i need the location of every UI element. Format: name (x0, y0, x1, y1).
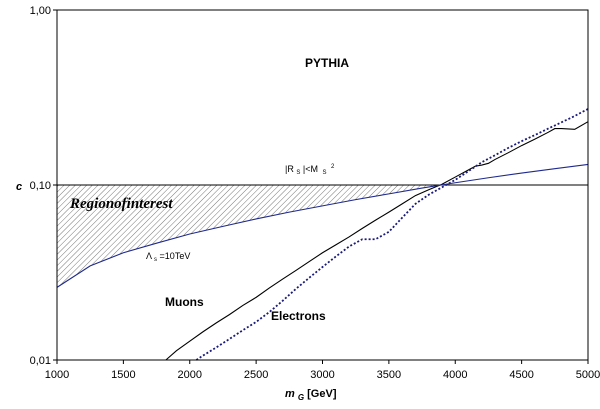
x-tick-label: 2500 (244, 369, 268, 381)
x-tick-label: 5000 (576, 369, 600, 381)
annotation-lambda-main: Λ (146, 251, 152, 261)
x-axis-label-unit: [GeV] (307, 388, 337, 400)
annotation-electrons: Electrons (271, 309, 326, 323)
x-tick-label: 1500 (111, 369, 135, 381)
x-tick-label: 1000 (45, 369, 69, 381)
x-axis-label-main: m (285, 388, 295, 400)
annotation-rs-main: |R (285, 164, 294, 174)
annotation-pythia: PYTHIA (305, 56, 349, 70)
x-tick-label: 3000 (310, 369, 334, 381)
y-tick-label: 1,00 (30, 5, 51, 17)
annotation-rs-condition: |R S |<M S 2 (285, 164, 335, 176)
x-tick-label: 4500 (509, 369, 533, 381)
x-axis-label-sub: G (298, 393, 304, 402)
x-tick-label: 4000 (443, 369, 467, 381)
annotation-lambda-rest: =10TeV (160, 251, 191, 261)
annotation-muons: Muons (165, 295, 204, 309)
annotation-lambda-sub: s (154, 257, 157, 263)
region-hatch-area (57, 185, 442, 288)
x-tick-label: 2000 (178, 369, 202, 381)
y-axis-label: c (16, 181, 22, 193)
series-muons-line (165, 121, 589, 361)
series-lambda-line (56, 163, 589, 288)
y-axis-ticks: 0,01 0,10 1,00 (30, 5, 57, 367)
y-tick-label: 0,10 (30, 180, 51, 192)
y-tick-label: 0,01 (30, 355, 51, 367)
region-of-interest-hatch (57, 185, 442, 288)
x-axis-label: m G [GeV] (285, 388, 337, 403)
series-layer (56, 108, 589, 361)
annotation-rs-sub2: S (323, 170, 327, 176)
annotation-rs-mid: |<M (303, 164, 318, 174)
x-axis-ticks: 1000 1500 2000 2500 3000 3500 4000 4500 5000 (45, 360, 600, 381)
annotation-rs-sup: 2 (331, 164, 335, 170)
series-electrons-line (195, 108, 589, 361)
x-tick-label: 3500 (377, 369, 401, 381)
annotation-region-of-interest: Regionofinterest (69, 196, 173, 212)
annotation-rs-sub1: S (296, 170, 300, 176)
annotation-lambda: Λ s =10TeV (146, 251, 190, 263)
